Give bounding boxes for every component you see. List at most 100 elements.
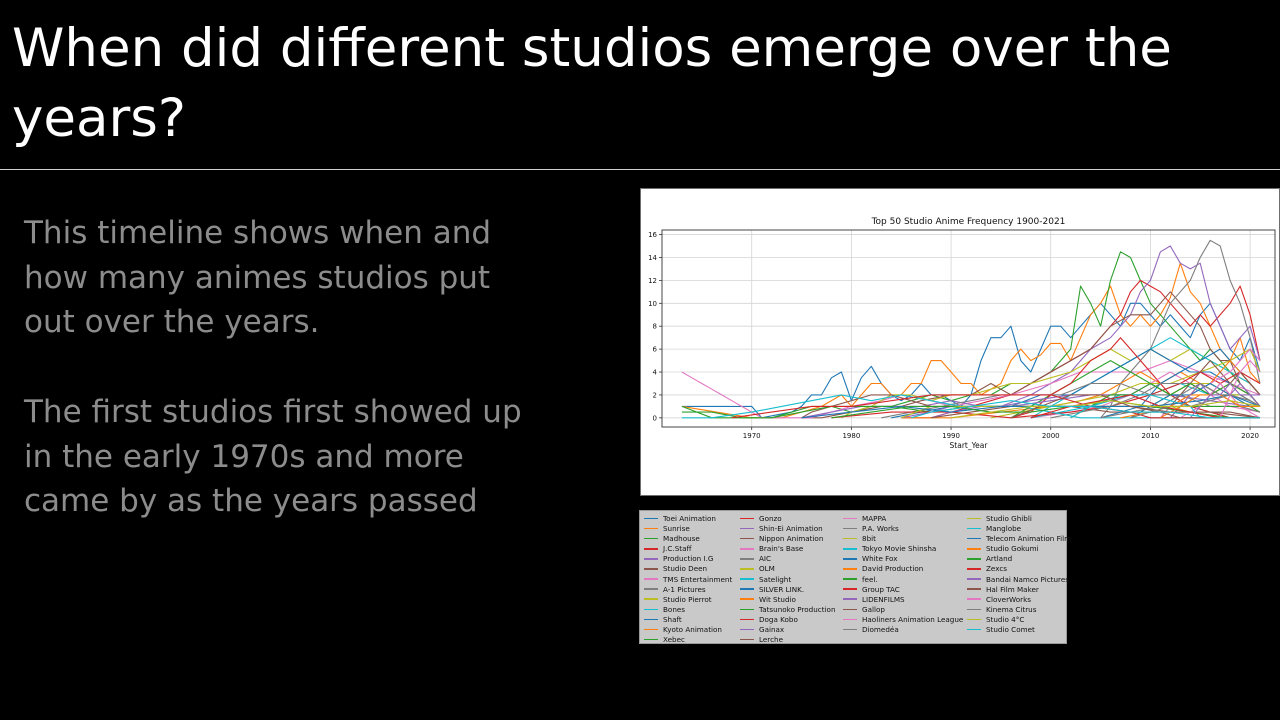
legend-label: LIDENFILMS <box>862 594 905 604</box>
x-tick-label: 1980 <box>842 432 860 440</box>
y-tick-label: 16 <box>648 231 657 239</box>
legend-swatch <box>740 568 754 570</box>
legend-item: Brain's Base <box>740 544 836 554</box>
legend-label: Toei Animation <box>663 514 716 523</box>
legend-item: Satelight <box>740 575 836 585</box>
series-line-olm <box>990 348 1261 419</box>
series-line-toei-animation <box>681 302 1261 419</box>
legend-label: Group TAC <box>862 584 900 594</box>
legend-swatch <box>967 517 981 520</box>
legend-item: 8bit <box>843 534 963 544</box>
x-tick-label: 1970 <box>743 432 761 440</box>
legend-item: Doga Kobo <box>740 615 836 625</box>
legend-swatch <box>740 628 754 631</box>
x-tick-label: 2020 <box>1241 432 1259 440</box>
legend-item: feel. <box>843 575 963 585</box>
legend-label: Tatsunoko Production <box>759 604 836 614</box>
legend-item: Telecom Animation Film <box>967 534 1071 544</box>
legend-swatch <box>843 547 857 550</box>
legend-item: White Fox <box>843 554 963 564</box>
legend-swatch <box>967 588 981 590</box>
legend-label: 8bit <box>862 534 876 544</box>
legend-label: Sunrise <box>663 524 690 534</box>
legend-item: Gonzo <box>740 514 836 524</box>
legend-label: Gonzo <box>759 514 782 523</box>
legend-swatch <box>740 517 754 520</box>
legend-label: Telecom Animation Film <box>986 534 1072 544</box>
legend-swatch <box>644 547 658 550</box>
legend-label: Studio Pierrot <box>663 594 712 604</box>
legend-swatch <box>967 598 981 601</box>
legend-swatch <box>967 537 981 540</box>
series-line-lerche <box>1159 360 1261 419</box>
legend-item: Manglobe <box>967 524 1071 534</box>
legend-item: AIC <box>740 554 836 564</box>
series-line-hal-film-maker <box>1010 394 1260 419</box>
legend-item: Haoliners Animation League <box>843 615 963 625</box>
legend-item: Gainax <box>740 625 836 635</box>
chart-legend: Toei Animation Sunrise Madhouse J.C.Staff Pr… <box>639 510 1071 645</box>
legend-swatch <box>967 618 981 621</box>
legend-swatch <box>740 558 754 560</box>
legend-label: Hal Film Maker <box>986 584 1039 594</box>
legend-column: MAPPA P.A. Works 8bit Tokyo Movie Shinsha Wh… <box>843 514 963 635</box>
description-paragraph-2: The first studios first showed up in the… <box>24 394 522 520</box>
legend-swatch <box>843 568 857 570</box>
legend-swatch <box>644 598 658 601</box>
legend-label: Zexcs <box>986 564 1008 574</box>
legend-label: White Fox <box>862 554 898 564</box>
legend-label: AIC <box>759 554 772 564</box>
legend-swatch <box>843 598 857 601</box>
legend-item: Lerche <box>740 635 836 645</box>
legend-label: David Production <box>862 564 924 574</box>
legend-swatch <box>740 608 754 611</box>
y-tick-label: 2 <box>653 391 657 399</box>
legend-swatch <box>843 527 857 530</box>
legend-label: TMS Entertainment <box>663 574 733 584</box>
legend-item: P.A. Works <box>843 524 963 534</box>
legend-item: Studio Deen <box>644 564 732 574</box>
legend-item: Studio Pierrot <box>644 595 732 605</box>
series-line-doga-kobo <box>831 371 1261 419</box>
legend-swatch <box>740 578 754 580</box>
legend-label: Manglobe <box>986 524 1022 534</box>
legend-item: Kyoto Animation <box>644 625 732 635</box>
legend-label: Tokyo Movie Shinsha <box>862 544 937 554</box>
legend-item: Studio Comet <box>967 625 1071 635</box>
legend-label: CloverWorks <box>986 594 1031 604</box>
legend-label: Diomedéa <box>862 625 899 635</box>
series-line-studio-4-c <box>951 400 1261 419</box>
legend-item: Bandai Namco Pictures <box>967 575 1071 585</box>
series-line-kinema-citrus <box>1130 394 1261 419</box>
legend-item: LIDENFILMS <box>843 595 963 605</box>
legend-swatch <box>644 537 658 540</box>
legend-label: Wit Studio <box>759 594 796 604</box>
legend-column: Toei Animation Sunrise Madhouse J.C.Staff Pr… <box>644 514 732 645</box>
legend-swatch <box>843 588 857 590</box>
legend-label: Haoliners Animation League <box>862 614 964 624</box>
legend-column: Gonzo Shin-Ei Animation Nippon Animation Br… <box>740 514 836 645</box>
legend-swatch <box>967 568 981 570</box>
legend-swatch <box>967 527 981 530</box>
legend-label: A-1 Pictures <box>663 584 706 594</box>
legend-item: SILVER LINK. <box>740 585 836 595</box>
legend-item: Madhouse <box>644 534 732 544</box>
legend-label: Shin-Ei Animation <box>759 524 823 534</box>
legend-label: J.C.Staff <box>663 544 692 554</box>
legend-label: Bandai Namco Pictures <box>986 574 1070 584</box>
chart-title: Top 50 Studio Anime Frequency 1900-2021 <box>871 217 1066 227</box>
legend-label: Madhouse <box>663 534 700 544</box>
legend-swatch <box>843 608 857 611</box>
legend-label: MAPPA <box>862 514 887 523</box>
legend-item: Shin-Ei Animation <box>740 524 836 534</box>
description-paragraph-1: This timeline shows when and how many an… <box>24 215 492 341</box>
y-tick-label: 6 <box>653 346 658 354</box>
y-tick-label: 10 <box>648 300 657 308</box>
legend-swatch <box>843 578 857 580</box>
legend-label: Kinema Citrus <box>986 604 1037 614</box>
legend-label: feel. <box>862 574 878 584</box>
x-tick-label: 2010 <box>1141 432 1159 440</box>
series-line-gonzo <box>1010 337 1260 419</box>
series-line-manglobe <box>1070 394 1260 419</box>
legend-label: Artland <box>986 554 1013 564</box>
